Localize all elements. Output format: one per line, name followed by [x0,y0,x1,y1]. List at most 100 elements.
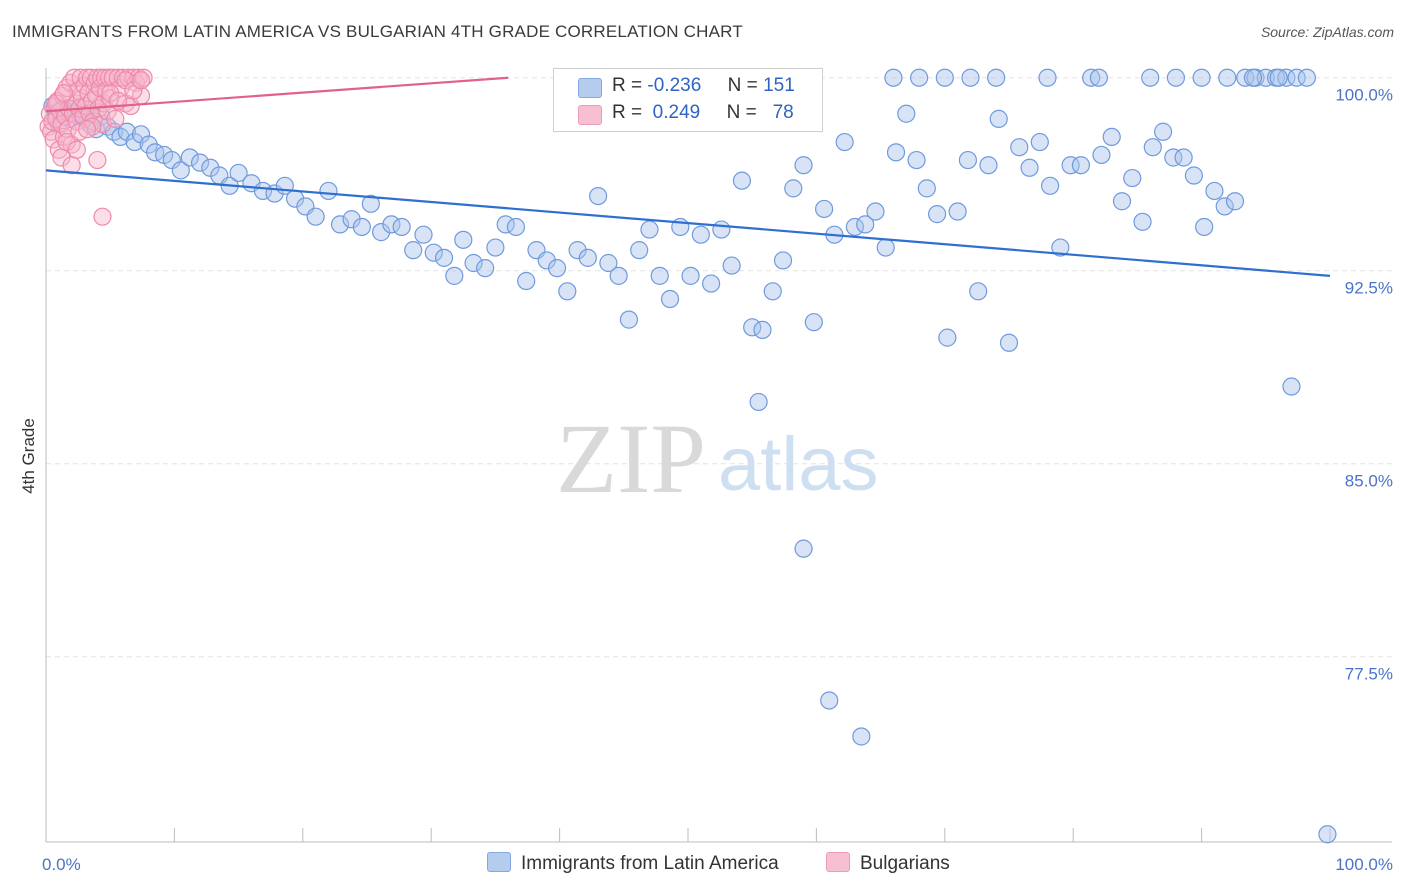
y-tick-label-1: 92.5% [1345,279,1393,298]
point-blue-111 [1092,145,1111,165]
point-blue-58 [547,259,567,278]
point-blue-69 [660,289,680,309]
point-blue-76 [732,171,752,190]
point-blue-129 [1277,68,1296,87]
point-blue-110 [1082,68,1101,87]
legend-blue-r-label: R = [612,75,643,96]
point-blue-92 [897,104,916,123]
point-blue-66 [630,241,649,260]
point-blue-43 [392,217,411,237]
point-blue-42 [382,215,401,234]
point-blue-135 [852,727,871,746]
point-blue-84 [815,199,834,219]
point-blue-40 [361,194,380,213]
point-blue-107 [1051,238,1070,257]
point-blue-49 [454,230,473,249]
point-blue-17 [131,125,151,144]
point-blue-44 [404,241,423,260]
point-blue-28 [229,163,248,183]
point-pink-67 [88,150,107,170]
point-blue-24 [190,153,210,172]
point-blue-121 [1195,217,1214,237]
chart-title: IMMIGRANTS FROM LATIN AMERICA VS BULGARI… [12,22,743,41]
trend-line-blue [45,169,1331,277]
y-axis-tick-labels: 100.0% 92.5% 85.0% 77.5% [1335,86,1393,684]
point-blue-106 [1040,176,1060,195]
point-blue-102 [999,333,1019,352]
point-blue-22 [171,161,190,180]
point-blue-15 [117,122,136,141]
bottom-legend-swatch-pink [826,852,850,872]
point-pink-65 [67,140,86,159]
point-blue-62 [589,186,608,206]
point-blue-74 [712,220,731,239]
point-blue-113 [1112,192,1132,211]
point-pink-75 [54,84,74,103]
point-blue-148 [1269,68,1288,87]
point-blue-119 [1174,148,1193,167]
point-blue-45 [414,225,433,244]
point-blue-142 [1089,68,1108,87]
point-blue-36 [319,181,338,201]
point-blue-48 [445,266,464,285]
y-axis-label: 4th Grade [19,418,38,494]
point-blue-65 [619,310,639,329]
point-blue-55 [517,271,536,291]
legend-blue-n-label: N = [727,75,758,96]
point-blue-88 [856,215,875,234]
point-pink-61 [134,68,153,87]
point-blue-103 [1010,138,1029,157]
point-pink-68 [93,207,112,226]
legend-swatch-blue [578,78,602,98]
point-blue-109 [1071,156,1091,175]
point-blue-120 [1184,166,1203,185]
point-blue-68 [650,266,669,285]
point-blue-86 [835,132,854,152]
point-blue-30 [253,181,273,201]
grid-lines [46,77,1392,658]
point-blue-144 [1192,68,1211,87]
point-pink-71 [116,71,135,90]
point-blue-96 [938,328,957,347]
point-blue-108 [1061,156,1080,175]
point-blue-118 [1164,148,1183,167]
point-blue-145 [1243,68,1263,87]
point-blue-117 [1153,122,1173,141]
point-blue-133 [794,539,813,558]
bottom-legend-swatch-blue [487,852,511,872]
point-blue-72 [691,225,710,244]
legend-pink-r-value: 0.249 [652,102,701,123]
point-blue-81 [784,179,803,198]
point-blue-78 [753,320,772,340]
point-blue-71 [681,266,700,285]
point-blue-90 [876,238,895,257]
bottom-legend-pink-label: Bulgarians [860,853,950,874]
point-blue-80 [773,251,793,270]
point-blue-105 [1030,132,1049,152]
point-blue-140 [987,68,1006,87]
point-blue-64 [609,266,628,285]
point-blue-101 [989,109,1008,128]
point-blue-46 [424,243,443,262]
point-blue-134 [820,691,839,710]
point-blue-52 [486,238,505,257]
point-blue-35 [306,207,325,226]
point-blue-143 [1141,68,1160,87]
trend-line-pink [45,76,509,113]
point-blue-54 [506,217,526,237]
point-blue-23 [180,148,199,167]
x-tick-label-max: 100.0% [1335,855,1393,874]
point-blue-75 [722,256,741,275]
point-blue-59 [558,282,577,301]
point-blue-53 [496,215,515,234]
point-blue-98 [958,150,978,170]
trend-lines [45,76,1331,277]
point-blue-131 [1297,68,1316,87]
legend-swatch-pink [578,105,602,125]
point-blue-123 [1215,197,1234,216]
watermark: ZIP atlas [556,403,879,514]
point-blue-100 [979,156,998,175]
point-blue-132 [749,392,768,412]
point-blue-77 [743,318,762,337]
point-blue-82 [794,156,813,175]
